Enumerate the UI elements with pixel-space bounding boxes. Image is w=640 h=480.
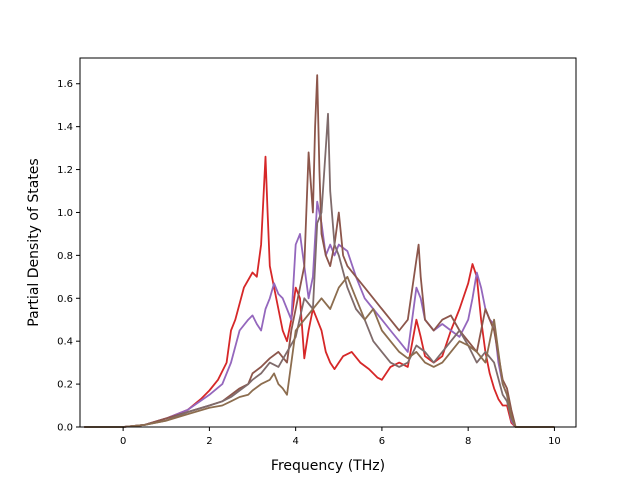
- y-tick-label: 1.4: [57, 122, 73, 133]
- x-tick-label: 6: [379, 436, 385, 447]
- x-axis-ticks: 0 2 4 6 8 10: [120, 427, 561, 447]
- x-tick-label: 8: [465, 436, 471, 447]
- y-tick-label: 0.0: [57, 423, 73, 434]
- x-tick-label: 4: [292, 436, 298, 447]
- x-tick-label: 10: [548, 436, 561, 447]
- plot-frame: [79, 57, 577, 428]
- x-tick-label: 0: [120, 436, 126, 447]
- y-tick-label: 0.8: [57, 251, 73, 262]
- y-tick-label: 0.2: [57, 380, 73, 391]
- y-tick-label: 1.6: [57, 79, 73, 90]
- series-line-2: [84, 200, 555, 428]
- y-tick-label: 1.0: [57, 208, 73, 219]
- y-tick-label: 1.2: [57, 165, 73, 176]
- series-line-4: [84, 112, 555, 428]
- x-tick-label: 2: [206, 436, 212, 447]
- series-layer: [84, 74, 555, 428]
- series-line-5: [84, 275, 555, 428]
- y-axis-label: Partial Density of States: [26, 158, 42, 326]
- x-axis-label: Frequency (THz): [271, 458, 385, 474]
- series-line-1: [84, 155, 555, 428]
- y-tick-label: 0.6: [57, 294, 73, 305]
- y-axis-ticks: 0.0 0.2 0.4 0.6 0.8 1.0 1.2 1.4 1.6: [57, 79, 80, 434]
- y-tick-label: 0.4: [57, 337, 73, 348]
